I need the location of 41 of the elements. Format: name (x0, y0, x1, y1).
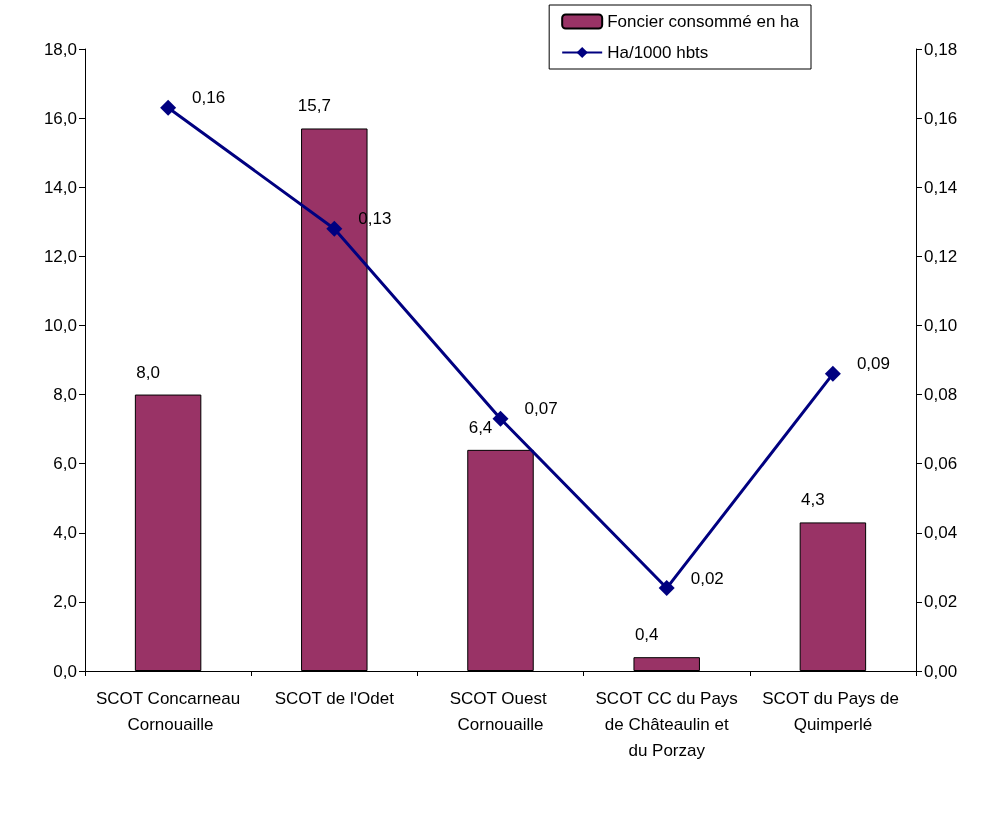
y-tick-label: 10,0 (43, 315, 77, 335)
y-tick-label: 6,0 (53, 454, 77, 474)
y2-tick-label: 0,14 (924, 177, 958, 197)
point (492, 410, 509, 427)
data-label: 0,09 (856, 354, 890, 374)
data-label: 0,4 (634, 625, 659, 645)
y-tick-label: 16,0 (43, 108, 77, 128)
y2-tick-label: 0,06 (924, 454, 958, 474)
y2-tick-label: 0,00 (924, 661, 958, 681)
x-tick-label: SCOT CC du Pays de Châteaulin et du Porzay (595, 688, 738, 760)
point (658, 580, 675, 597)
y-tick-label: 12,0 (43, 246, 77, 266)
y2-tick-label: 0,18 (924, 39, 958, 59)
x-tick-label: SCOT de l'Odet (274, 688, 395, 708)
y-tick-label: 8,0 (53, 385, 77, 405)
x-tick-label: SCOT Concarneau Cornouaille (95, 688, 241, 734)
y-tick-label: 0,0 (53, 661, 77, 681)
point (824, 365, 841, 382)
y-tick-label: 18,0 (43, 39, 77, 59)
point (326, 220, 343, 237)
y2-tick-label: 0,08 (924, 385, 958, 405)
point (160, 99, 177, 116)
legend-label: Ha/1000 hbts (607, 43, 709, 62)
data-label: 4,3 (801, 490, 825, 510)
y-tick-label: 4,0 (53, 523, 77, 543)
y2-tick-label: 0,10 (924, 315, 958, 335)
x-tick-label: SCOT du Pays de Quimperlé (762, 688, 904, 734)
data-label: 6,4 (468, 417, 493, 437)
y2-tick-label: 0,02 (924, 592, 958, 612)
data-label: 8,0 (136, 362, 160, 382)
y-tick-label: 2,0 (53, 592, 77, 612)
data-label: 0,02 (690, 568, 724, 588)
y-tick-label: 14,0 (43, 177, 77, 197)
x-tick-label: SCOT Ouest Cornouaille (449, 688, 552, 734)
y2-tick-label: 0,12 (924, 246, 958, 266)
legend-label: Foncier consommé en ha (607, 12, 800, 31)
y2-tick-label: 0,04 (924, 523, 958, 543)
data-label: 0,07 (524, 399, 558, 419)
y2-tick-label: 0,16 (924, 108, 958, 128)
data-label: 0,16 (192, 88, 226, 108)
data-label: 15,7 (297, 96, 331, 116)
